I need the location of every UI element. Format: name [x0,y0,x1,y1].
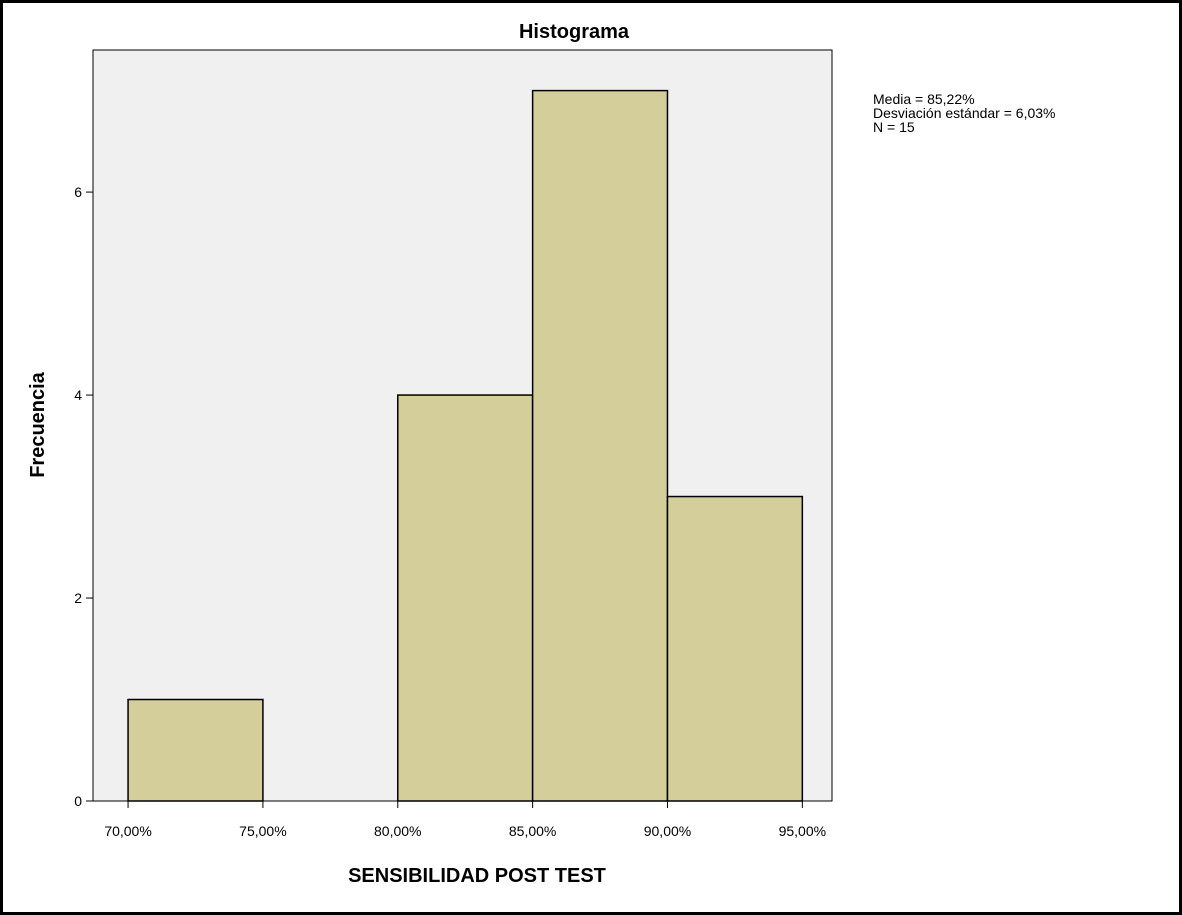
histogram-bar [531,89,669,802]
stats-line: N = 15 [873,119,915,135]
chart-title: Histograma [519,21,630,43]
y-axis: 0 2 4 6 [74,184,93,809]
stats-line: Desviación estándar = 6,03% [873,105,1056,121]
x-axis-label: SENSIBILIDAD POST TEST [348,865,606,887]
y-tick-label: 6 [74,184,82,200]
histogram-bar [666,495,804,802]
histogram-bar [397,394,534,802]
x-tick-label: 75,00% [239,823,286,839]
x-tick-label: 70,00% [104,823,151,839]
stats-line: Media = 85,22% [873,91,975,107]
stats-box: Media = 85,22%Desviación estándar = 6,03… [873,91,1056,135]
x-tick-label: 80,00% [374,823,421,839]
bars-group [127,89,804,802]
y-tick-label: 4 [74,387,82,403]
x-tick-label: 95,00% [779,823,826,839]
x-tick-label: 85,00% [509,823,556,839]
y-axis-label: Frecuencia [27,371,49,477]
x-tick-label: 90,00% [644,823,691,839]
histogram-bar [127,698,264,802]
y-tick-label: 0 [74,793,82,809]
y-tick-label: 2 [74,590,82,606]
x-axis: 70,00% 75,00% 80,00% 85,00% 90,00% 95,00% [104,801,826,839]
